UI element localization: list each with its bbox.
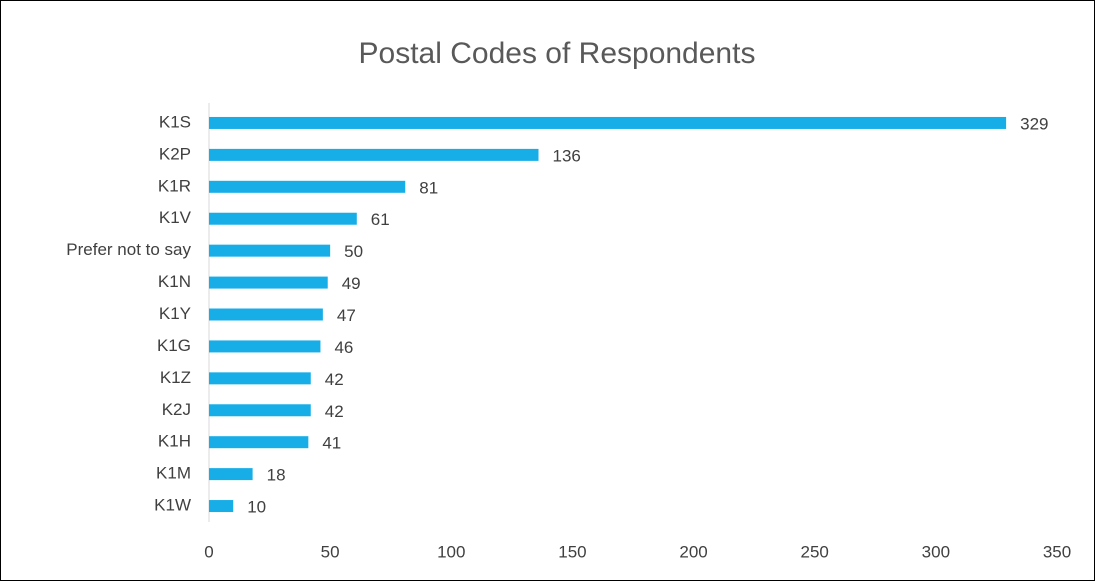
bar bbox=[209, 148, 539, 161]
x-tick-label: 150 bbox=[558, 542, 586, 561]
bar bbox=[209, 436, 309, 449]
y-tick-label: K1W bbox=[154, 496, 191, 515]
bar bbox=[209, 468, 253, 481]
y-tick-label: K1M bbox=[156, 464, 191, 483]
x-tick-label: 300 bbox=[922, 542, 950, 561]
y-tick-label: K1S bbox=[159, 112, 191, 131]
y-tick-label: K1G bbox=[157, 336, 191, 355]
data-label: 10 bbox=[247, 498, 266, 517]
y-tick-label: K1R bbox=[158, 176, 191, 195]
x-tick-label: 250 bbox=[801, 542, 829, 561]
y-tick-label: K1H bbox=[158, 432, 191, 451]
data-label: 42 bbox=[325, 402, 344, 421]
y-tick-label: K2P bbox=[159, 144, 191, 163]
data-label: 329 bbox=[1020, 114, 1048, 133]
data-label: 42 bbox=[325, 370, 344, 389]
y-tick-label: K1N bbox=[158, 272, 191, 291]
x-tick-label: 200 bbox=[679, 542, 707, 561]
bar bbox=[209, 340, 321, 353]
data-label: 47 bbox=[337, 306, 356, 325]
bar bbox=[209, 404, 311, 417]
y-tick-label: K1Z bbox=[160, 368, 191, 387]
bar bbox=[209, 500, 234, 513]
data-label: 136 bbox=[553, 146, 581, 165]
y-tick-label: K1Y bbox=[159, 304, 191, 323]
bar bbox=[209, 308, 323, 321]
y-tick-label: Prefer not to say bbox=[66, 240, 191, 259]
data-label: 46 bbox=[334, 338, 353, 357]
x-tick-label: 0 bbox=[204, 542, 213, 561]
y-tick-label: K1V bbox=[159, 208, 192, 227]
bar bbox=[209, 180, 406, 193]
data-label: 41 bbox=[322, 434, 341, 453]
bar bbox=[209, 212, 357, 225]
bar bbox=[209, 276, 328, 289]
x-tick-label: 100 bbox=[437, 542, 465, 561]
data-label: 50 bbox=[344, 242, 363, 261]
bar bbox=[209, 244, 331, 257]
bar bbox=[209, 372, 311, 385]
data-label: 18 bbox=[267, 466, 286, 485]
x-tick-label: 50 bbox=[321, 542, 340, 561]
data-label: 49 bbox=[342, 274, 361, 293]
x-tick-label: 350 bbox=[1043, 542, 1071, 561]
bar bbox=[209, 116, 1007, 129]
y-tick-label: K2J bbox=[162, 400, 191, 419]
data-label: 81 bbox=[419, 178, 438, 197]
data-label: 61 bbox=[371, 210, 390, 229]
chart-title: Postal Codes of Respondents bbox=[359, 37, 756, 70]
